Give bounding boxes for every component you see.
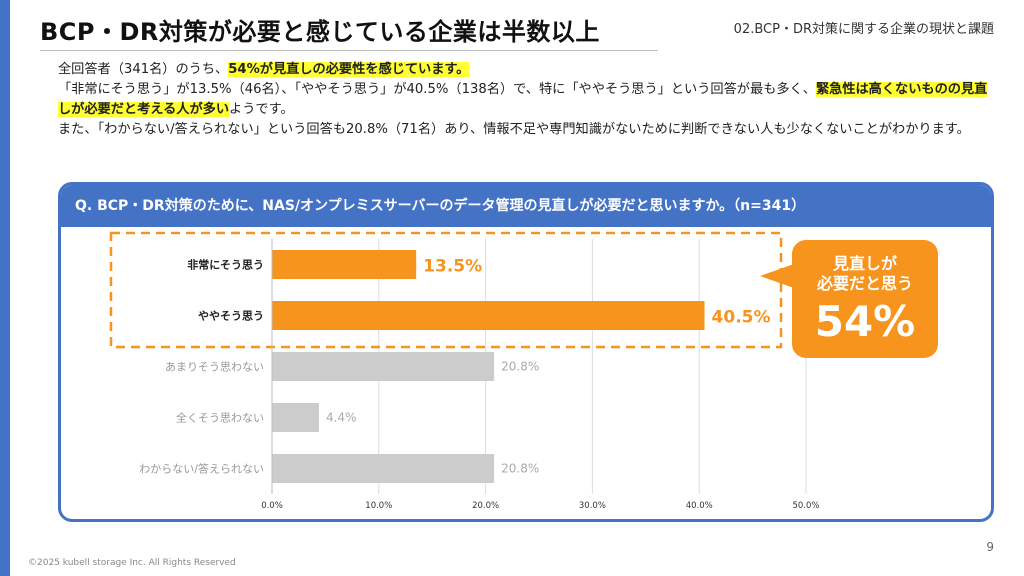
- data-label: 20.8%: [501, 462, 539, 476]
- x-tick-label: 10.0%: [365, 501, 392, 511]
- x-tick-label: 50.0%: [792, 501, 819, 511]
- summary-highlight-54: 54%が見直しの必要性を感じています。: [228, 62, 470, 77]
- category-label: わからない/答えられない: [139, 462, 264, 476]
- section-label: 02.BCP・DR対策に関する企業の現状と課題: [733, 22, 994, 37]
- x-tick-label: 0.0%: [261, 501, 283, 511]
- slide-title: BCP・DR対策が必要と感じている企業は半数以上: [40, 18, 600, 46]
- summary-line-1-intro: 全回答者（341名）のうち、: [58, 62, 229, 77]
- x-tick-label: 40.0%: [686, 501, 713, 511]
- data-label: 13.5%: [423, 257, 482, 277]
- highlight-dashed-box: [109, 231, 783, 349]
- summary-line-2-end: ようです。: [229, 102, 294, 117]
- category-label: 全くそう思わない: [176, 411, 264, 425]
- bar: [272, 301, 705, 330]
- data-label: 20.8%: [501, 360, 539, 374]
- callout-line-2: 必要だと思う: [816, 274, 913, 293]
- question-header: Q. BCP・DR対策のために、NAS/オンプレミスサーバーのデータ管理の見直し…: [61, 185, 991, 227]
- summary-line-3: また、「わからない/答えられない」という回答も20.8%（71名）あり、情報不足…: [58, 122, 970, 137]
- callout-value: 54%: [814, 297, 916, 346]
- summary-text: 全回答者（341名）のうち、54%が見直しの必要性を感じています。 「非常にそう…: [58, 60, 998, 140]
- bar: [272, 352, 495, 381]
- bar: [272, 250, 417, 279]
- data-label: 40.5%: [712, 308, 771, 328]
- summary-line-2-intro: 「非常にそう思う」が13.5%（46名）、「ややそう思う」が40.5%（138名…: [58, 82, 816, 97]
- callout-pointer: [760, 264, 794, 288]
- category-label: 非常にそう思う: [187, 258, 264, 272]
- summary-line-1: 全回答者（341名）のうち、54%が見直しの必要性を感じています。: [58, 60, 998, 80]
- data-label: 4.4%: [326, 411, 357, 425]
- accent-side-bar: [0, 0, 10, 576]
- x-tick-label: 30.0%: [579, 501, 606, 511]
- bar: [272, 403, 319, 432]
- category-label: ややそう思う: [198, 310, 264, 323]
- page-number: 9: [986, 540, 994, 554]
- x-tick-label: 20.0%: [472, 501, 499, 511]
- title-underline: [40, 50, 658, 51]
- callout-line-1: 見直しが: [832, 254, 897, 273]
- summary-line-2: 「非常にそう思う」が13.5%（46名）、「ややそう思う」が40.5%（138名…: [58, 80, 998, 120]
- bar: [272, 454, 495, 483]
- copyright-notice: ©2025 kubell storage Inc. All Rights Res…: [28, 558, 236, 568]
- survey-bar-chart: 0.0% 10.0% 20.0% 30.0% 40.0% 50.0% 非常にそう思う 13.5…: [109, 231, 820, 511]
- callout-bubble: 見直しが 必要だと思う 54%: [792, 240, 938, 358]
- category-label: あまりそう思わない: [165, 361, 264, 374]
